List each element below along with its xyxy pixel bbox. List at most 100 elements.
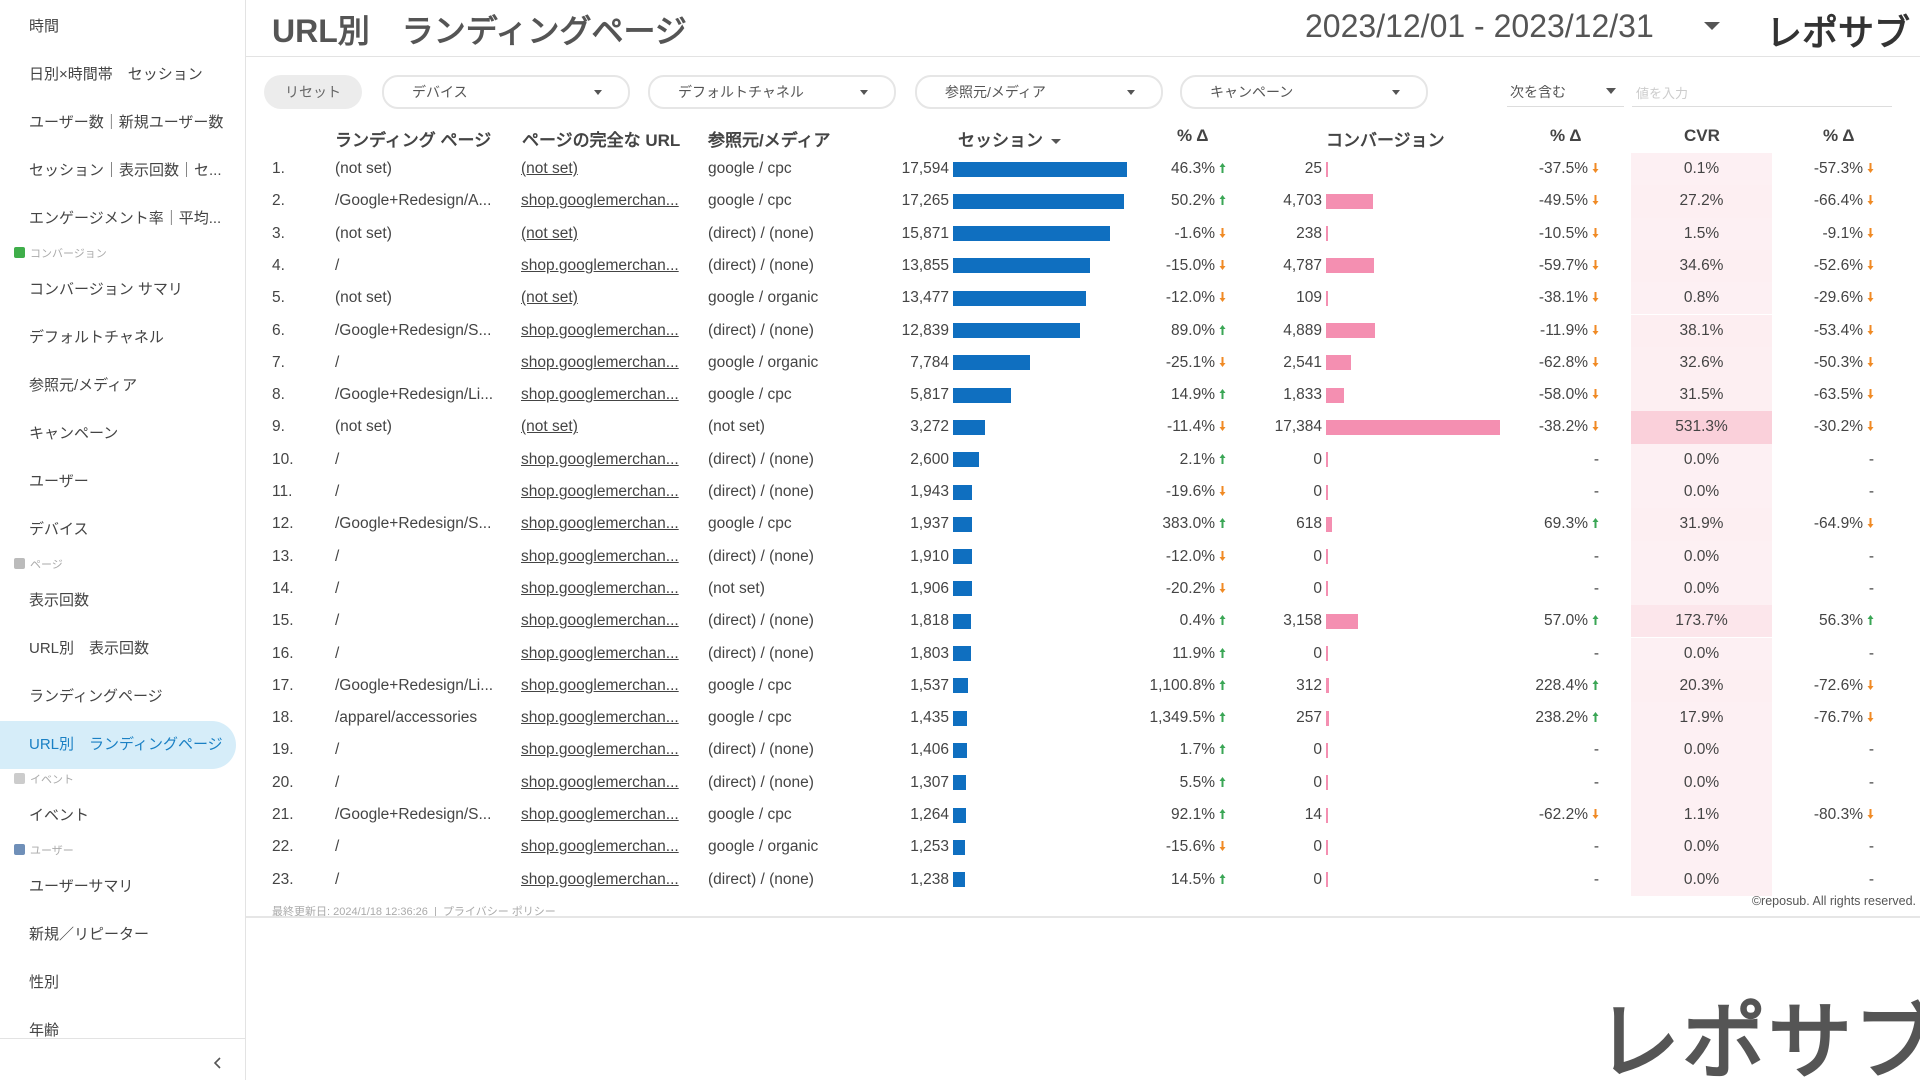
collapse-button[interactable] bbox=[212, 1056, 224, 1070]
page-url[interactable]: (not set) bbox=[521, 224, 578, 242]
sidebar-item[interactable]: エンゲージメント率｜平均... bbox=[29, 210, 222, 227]
down-arrow bbox=[1867, 259, 1874, 270]
source-medium: google / cpc bbox=[708, 676, 792, 694]
sidebar-item[interactable]: ユーザー数｜新規ユーザー数 bbox=[29, 114, 224, 131]
match-caret[interactable] bbox=[1606, 88, 1616, 94]
sidebar-item[interactable]: 日別×時間帯 セッション bbox=[29, 66, 203, 83]
down-arrow bbox=[1867, 389, 1874, 400]
page-url[interactable]: shop.googlemerchan... bbox=[521, 709, 679, 727]
sidebar-item[interactable]: 性別 bbox=[29, 974, 60, 991]
page-url[interactable]: shop.googlemerchan... bbox=[521, 450, 679, 468]
source-medium: (not set) bbox=[708, 418, 765, 436]
landing-page: / bbox=[335, 256, 340, 274]
sidebar-item[interactable]: キャンペーン bbox=[29, 425, 119, 442]
sidebar-item[interactable]: イベント bbox=[29, 807, 90, 824]
page-url[interactable]: shop.googlemerchan... bbox=[521, 741, 679, 759]
filter-dropdown[interactable]: デフォルトチャネル bbox=[648, 75, 896, 109]
page-url[interactable]: shop.googlemerchan... bbox=[521, 256, 679, 274]
down-arrow bbox=[1867, 292, 1874, 303]
search-input[interactable]: 値を入力 bbox=[1636, 86, 1689, 101]
sort-indicator bbox=[1051, 139, 1061, 144]
page-url[interactable]: shop.googlemerchan... bbox=[521, 192, 679, 210]
page-url[interactable]: (not set) bbox=[521, 160, 578, 177]
watermark-logo: レポサブ bbox=[1596, 995, 1920, 1080]
up-arrow bbox=[1219, 389, 1226, 400]
percent-change: - bbox=[1868, 579, 1874, 597]
page-url[interactable]: shop.googlemerchan... bbox=[521, 773, 679, 791]
copyright: ©reposub. All rights reserved. bbox=[1751, 894, 1916, 908]
page-url[interactable]: (not set) bbox=[521, 418, 578, 436]
row-index: 12. bbox=[272, 515, 294, 533]
page-url[interactable]: shop.googlemerchan... bbox=[521, 483, 679, 500]
page-url[interactable]: shop.googlemerchan... bbox=[521, 838, 679, 856]
page-url[interactable]: shop.googlemerchan... bbox=[521, 676, 679, 694]
dropdown-caret bbox=[1127, 90, 1135, 95]
date-dropdown-caret[interactable] bbox=[1704, 22, 1720, 30]
sessions: 17,265 bbox=[901, 192, 949, 210]
page-url[interactable]: shop.googlemerchan... bbox=[521, 515, 679, 533]
sidebar-item[interactable]: 参照元/メディア bbox=[29, 377, 138, 394]
filter-dropdown[interactable]: デバイス bbox=[382, 75, 630, 109]
conversion-bar bbox=[1326, 258, 1374, 274]
row-index: 1. bbox=[272, 160, 285, 177]
sessions: 5,817 bbox=[910, 386, 949, 404]
percent-change: -72.6% bbox=[1744, 670, 1874, 702]
up-arrow bbox=[1219, 873, 1226, 884]
privacy-link[interactable]: プライバシー ポリシー bbox=[442, 906, 556, 918]
sidebar-item[interactable]: 年齢 bbox=[29, 1022, 60, 1039]
landing-page: /Google+Redesign/S... bbox=[335, 321, 492, 339]
page-url[interactable]: shop.googlemerchan... bbox=[521, 612, 679, 630]
source-medium: (direct) / (none) bbox=[708, 870, 814, 888]
cvr-cell: 20.3% bbox=[1631, 669, 1772, 703]
conversion-bar bbox=[1326, 839, 1328, 855]
sidebar-item[interactable]: 時間 bbox=[29, 18, 60, 35]
sidebar-item[interactable]: ユーザー bbox=[29, 473, 89, 490]
sidebar-item[interactable]: URL別 ランディングページ bbox=[0, 721, 236, 769]
page-url[interactable]: shop.googlemerchan... bbox=[521, 870, 679, 888]
sidebar-item[interactable]: セッション｜表示回数｜セ... bbox=[29, 162, 222, 179]
page-url[interactable]: shop.googlemerchan... bbox=[521, 644, 679, 662]
filter-dropdown[interactable]: 参照元/メディア bbox=[915, 75, 1163, 109]
cvr-cell: 0.0% bbox=[1631, 766, 1772, 799]
conversions: 4,889 bbox=[1283, 321, 1322, 339]
landing-page: (not set) bbox=[335, 289, 392, 307]
match-mode[interactable]: 次を含む bbox=[1510, 84, 1566, 100]
sidebar-item[interactable]: ランディングページ bbox=[29, 688, 163, 705]
page-url[interactable]: (not set) bbox=[521, 289, 578, 307]
page-url[interactable]: shop.googlemerchan... bbox=[521, 806, 679, 823]
sessions: 2,600 bbox=[910, 450, 949, 468]
conversion-bar bbox=[1326, 323, 1375, 338]
down-arrow bbox=[1219, 356, 1226, 367]
landing-page: / bbox=[335, 870, 340, 888]
sidebar-item[interactable]: 新規／リピーター bbox=[29, 926, 150, 943]
session-bar bbox=[953, 355, 1030, 371]
sessions: 1,906 bbox=[910, 579, 949, 597]
page-url[interactable]: shop.googlemerchan... bbox=[521, 579, 679, 597]
sidebar-item[interactable]: コンバージョン サマリ bbox=[29, 281, 183, 298]
cvr-cell: 0.0% bbox=[1631, 637, 1772, 670]
down-arrow bbox=[1219, 227, 1226, 238]
filter-dropdown[interactable]: キャンペーン bbox=[1180, 75, 1428, 109]
row-index: 3. bbox=[272, 224, 285, 242]
source-medium: google / organic bbox=[708, 838, 819, 856]
date-range[interactable]: 2023/12/01 - 2023/12/31 bbox=[1305, 8, 1654, 44]
page-url[interactable]: shop.googlemerchan... bbox=[521, 386, 679, 404]
sidebar-item[interactable]: デバイス bbox=[29, 521, 89, 538]
percent-change: 14.5% bbox=[1096, 864, 1226, 896]
conversion-bar bbox=[1326, 452, 1328, 468]
column-header[interactable]: セッション bbox=[958, 126, 1063, 151]
page-url[interactable]: shop.googlemerchan... bbox=[521, 547, 679, 565]
sidebar-item[interactable]: URL別 表示回数 bbox=[29, 640, 150, 657]
page-url[interactable]: shop.googlemerchan... bbox=[521, 321, 679, 339]
percent-change: -49.5% bbox=[1469, 185, 1599, 217]
percent-change: 89.0% bbox=[1096, 315, 1226, 347]
dropdown-caret bbox=[1392, 90, 1400, 95]
sidebar-item[interactable]: デフォルトチャネル bbox=[29, 329, 164, 346]
sidebar-item[interactable]: 表示回数 bbox=[29, 592, 90, 609]
sidebar-item[interactable]: ユーザーサマリ bbox=[29, 878, 134, 895]
reset-button[interactable]: リセット bbox=[264, 75, 362, 109]
page-url[interactable]: shop.googlemerchan... bbox=[521, 353, 679, 371]
down-arrow bbox=[1867, 163, 1874, 173]
session-bar bbox=[953, 484, 973, 500]
row-index: 10. bbox=[272, 450, 294, 468]
